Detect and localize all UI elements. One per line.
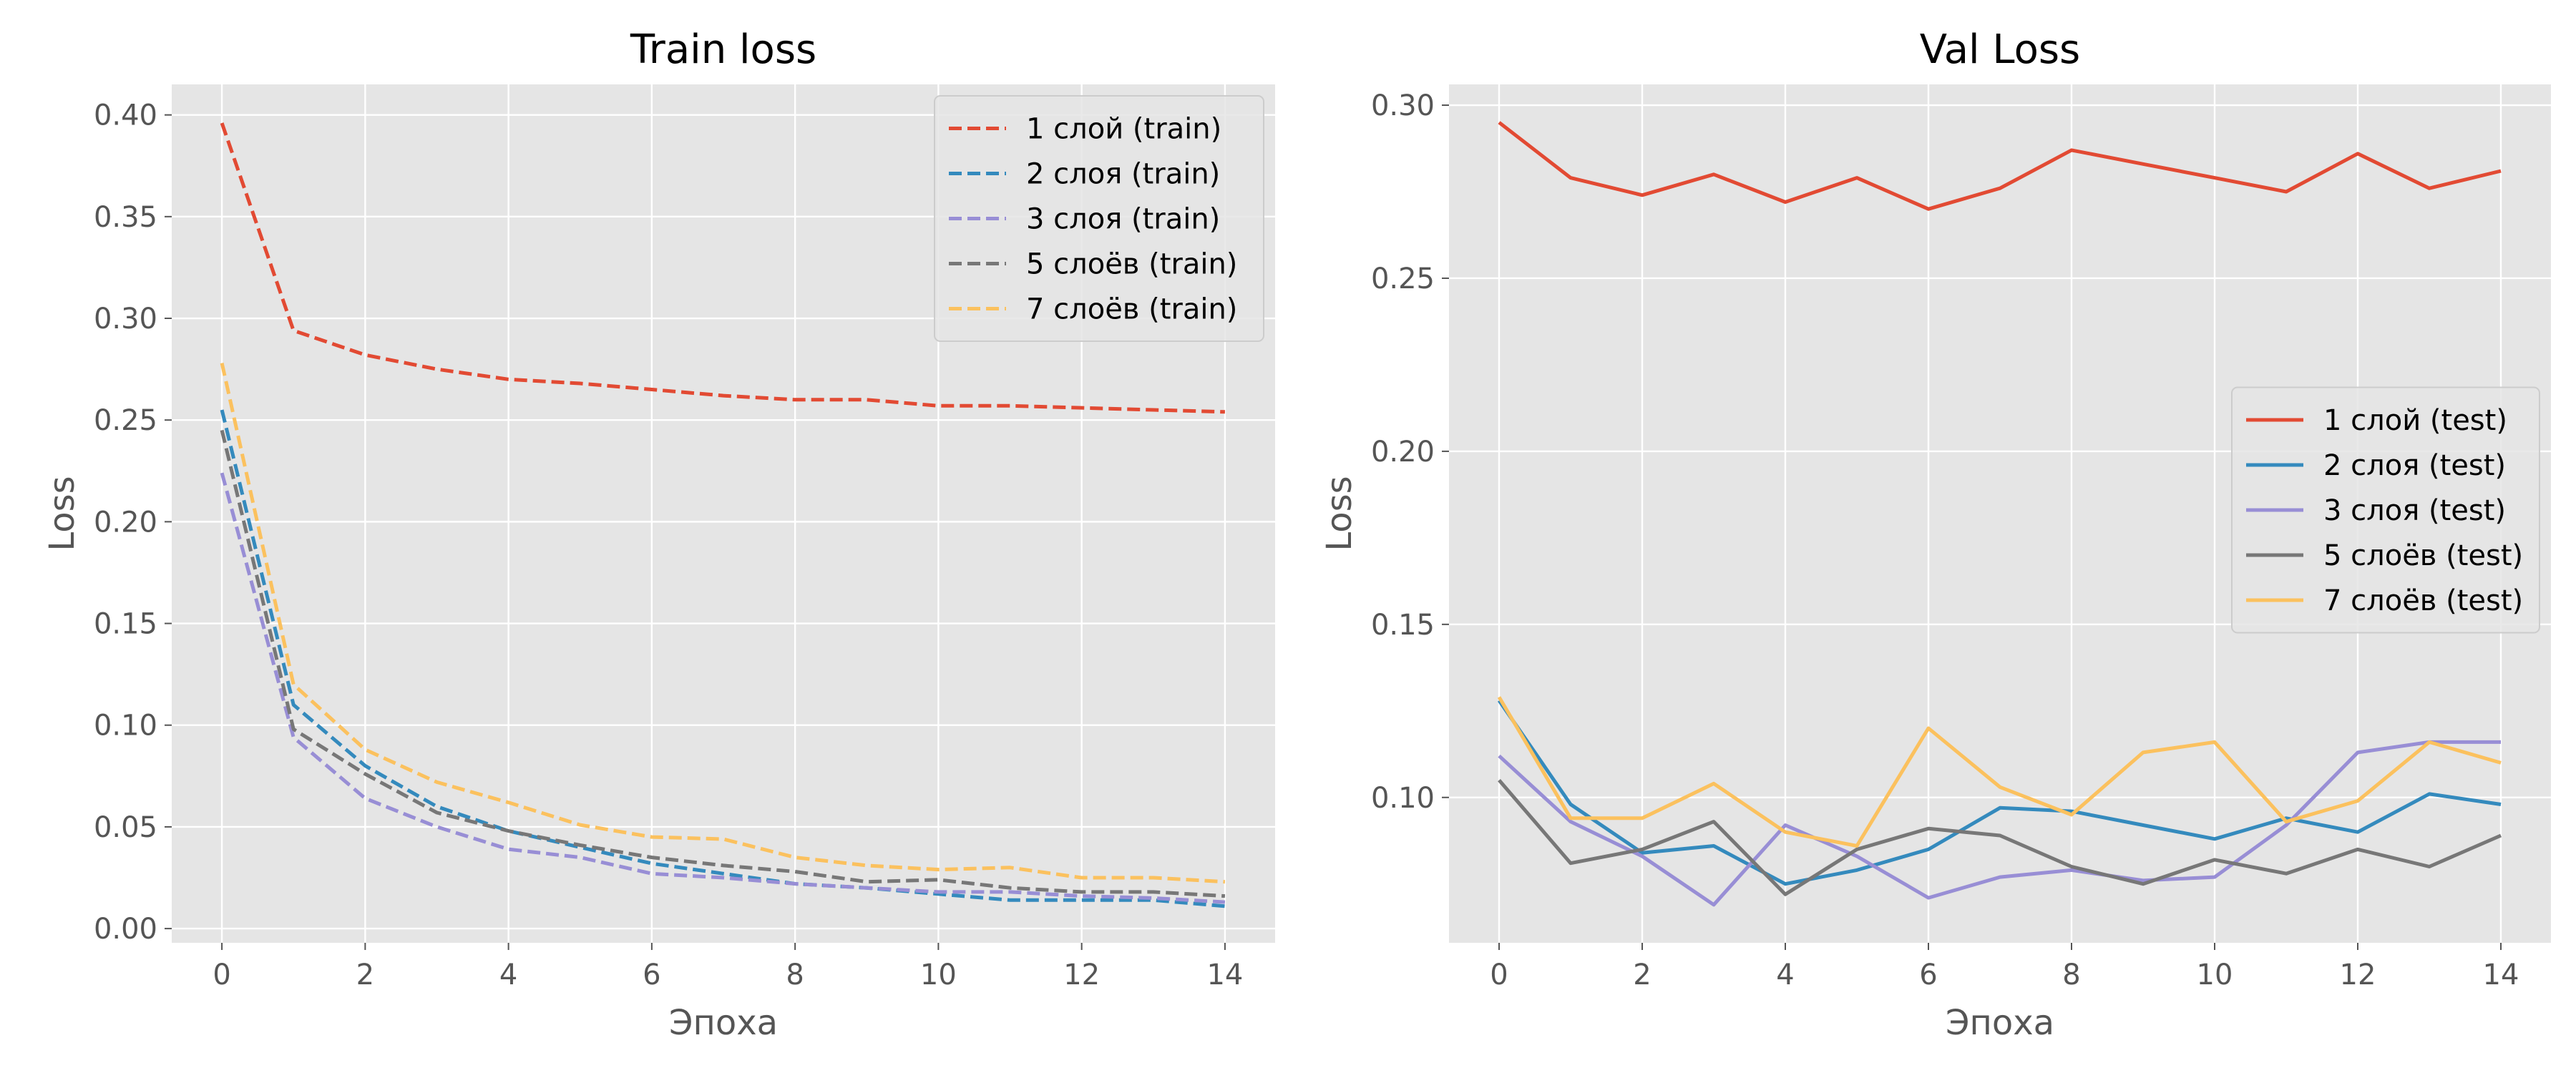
y-tick-label: 0.40 [94, 99, 157, 132]
series-line-1-слой-test [1498, 121, 2502, 211]
legend-label: 1 слой (train) [1026, 113, 1221, 146]
x-tick-label: 12 [2340, 959, 2376, 991]
legend-label: 7 слоёв (train) [1026, 293, 1237, 326]
train-loss-y-ticks: 0.00 0.05 0.10 0.15 0.20 0.25 0.30 0.35 0.40 [94, 99, 172, 946]
x-tick-label: 8 [2062, 959, 2080, 991]
train-loss-x-axis-label: Эпоха [669, 1003, 778, 1043]
y-tick-label: 0.25 [1371, 263, 1435, 295]
x-tick-label: 0 [1490, 959, 1508, 991]
legend-label: 3 слоя (train) [1026, 203, 1220, 236]
x-tick-label: 8 [786, 959, 804, 991]
val-loss-x-ticks: 0 2 4 6 8 10 12 14 [1490, 943, 2519, 991]
y-tick-label: 0.35 [94, 201, 157, 234]
x-tick-label: 4 [1776, 959, 1794, 991]
y-tick-label: 0.00 [94, 913, 157, 946]
x-tick-label: 2 [356, 959, 374, 991]
y-tick-label: 0.15 [94, 608, 157, 641]
val-loss-y-ticks: 0.10 0.15 0.20 0.25 0.30 [1371, 89, 1449, 815]
train-loss-x-ticks: 0 2 4 6 8 10 12 14 [213, 943, 1243, 991]
y-tick-label: 0.10 [94, 710, 157, 743]
x-tick-label: 2 [1633, 959, 1651, 991]
y-tick-label: 0.20 [1371, 436, 1435, 469]
val-loss-lines [1497, 121, 2502, 907]
series-line-5-слоёв-train [220, 429, 1226, 898]
series-line-2-слоя-train [220, 409, 1226, 908]
series-line-1-слой-train [220, 122, 1225, 414]
x-tick-label: 6 [643, 959, 660, 991]
x-tick-label: 0 [213, 959, 230, 991]
x-tick-label: 4 [499, 959, 517, 991]
legend-label: 5 слоёв (train) [1026, 248, 1237, 281]
series-line-3-слоя-train [220, 472, 1226, 904]
series-line-3-слоя-test [1498, 740, 2501, 907]
x-tick-label: 14 [2483, 959, 2519, 991]
y-tick-label: 0.30 [94, 303, 157, 335]
y-tick-label: 0.30 [1371, 89, 1435, 122]
y-tick-label: 0.15 [1371, 609, 1435, 642]
y-tick-label: 0.25 [94, 404, 157, 437]
train-loss-y-axis-label: Loss [42, 476, 82, 551]
train-loss-lines [220, 122, 1226, 908]
train-loss-panel: 0 2 4 6 8 10 12 14 0.00 0.05 0.10 0.15 0.20 0.25 0.30… [42, 26, 1275, 1043]
val-loss-y-axis-label: Loss [1319, 476, 1360, 551]
x-tick-label: 12 [1063, 959, 1100, 991]
train-loss-legend: 1 слой (train) 2 слоя (train) 3 слоя (trai… [934, 95, 1264, 342]
legend-box [934, 95, 1264, 342]
x-tick-label: 10 [2197, 959, 2233, 991]
x-tick-label: 10 [920, 959, 957, 991]
y-tick-label: 0.10 [1371, 782, 1435, 815]
legend-label: 2 слоя (train) [1026, 158, 1220, 191]
x-tick-label: 6 [1919, 959, 1937, 991]
val-loss-title: Val Loss [1920, 26, 2080, 73]
series-line-2-слоя-test [1497, 699, 2502, 886]
val-loss-panel: 0 2 4 6 8 10 12 14 0.10 0.15 0.20 0.25 0.30 Val Los… [1319, 26, 2551, 1043]
x-tick-label: 14 [1206, 959, 1243, 991]
series-line-7-слоёв-test [1497, 696, 2502, 848]
legend-label: 1 слой (test) [2323, 404, 2507, 437]
y-tick-label: 0.05 [94, 811, 157, 844]
train-loss-title: Train loss [630, 26, 816, 73]
y-tick-label: 0.20 [94, 506, 157, 539]
val-loss-x-axis-label: Эпоха [1946, 1003, 2054, 1043]
legend-label: 5 слоёв (test) [2323, 539, 2523, 572]
series-line-5-слоёв-test [1498, 778, 2502, 896]
legend-label: 7 слоёв (test) [2323, 584, 2523, 617]
series-line-7-слоёв-train [220, 363, 1226, 884]
legend-box [2231, 386, 2540, 634]
val-loss-legend: 1 слой (test) 2 слоя (test) 3 слоя (test) 5… [2231, 386, 2540, 634]
legend-label: 3 слоя (test) [2323, 494, 2506, 527]
legend-label: 2 слоя (test) [2323, 449, 2506, 482]
